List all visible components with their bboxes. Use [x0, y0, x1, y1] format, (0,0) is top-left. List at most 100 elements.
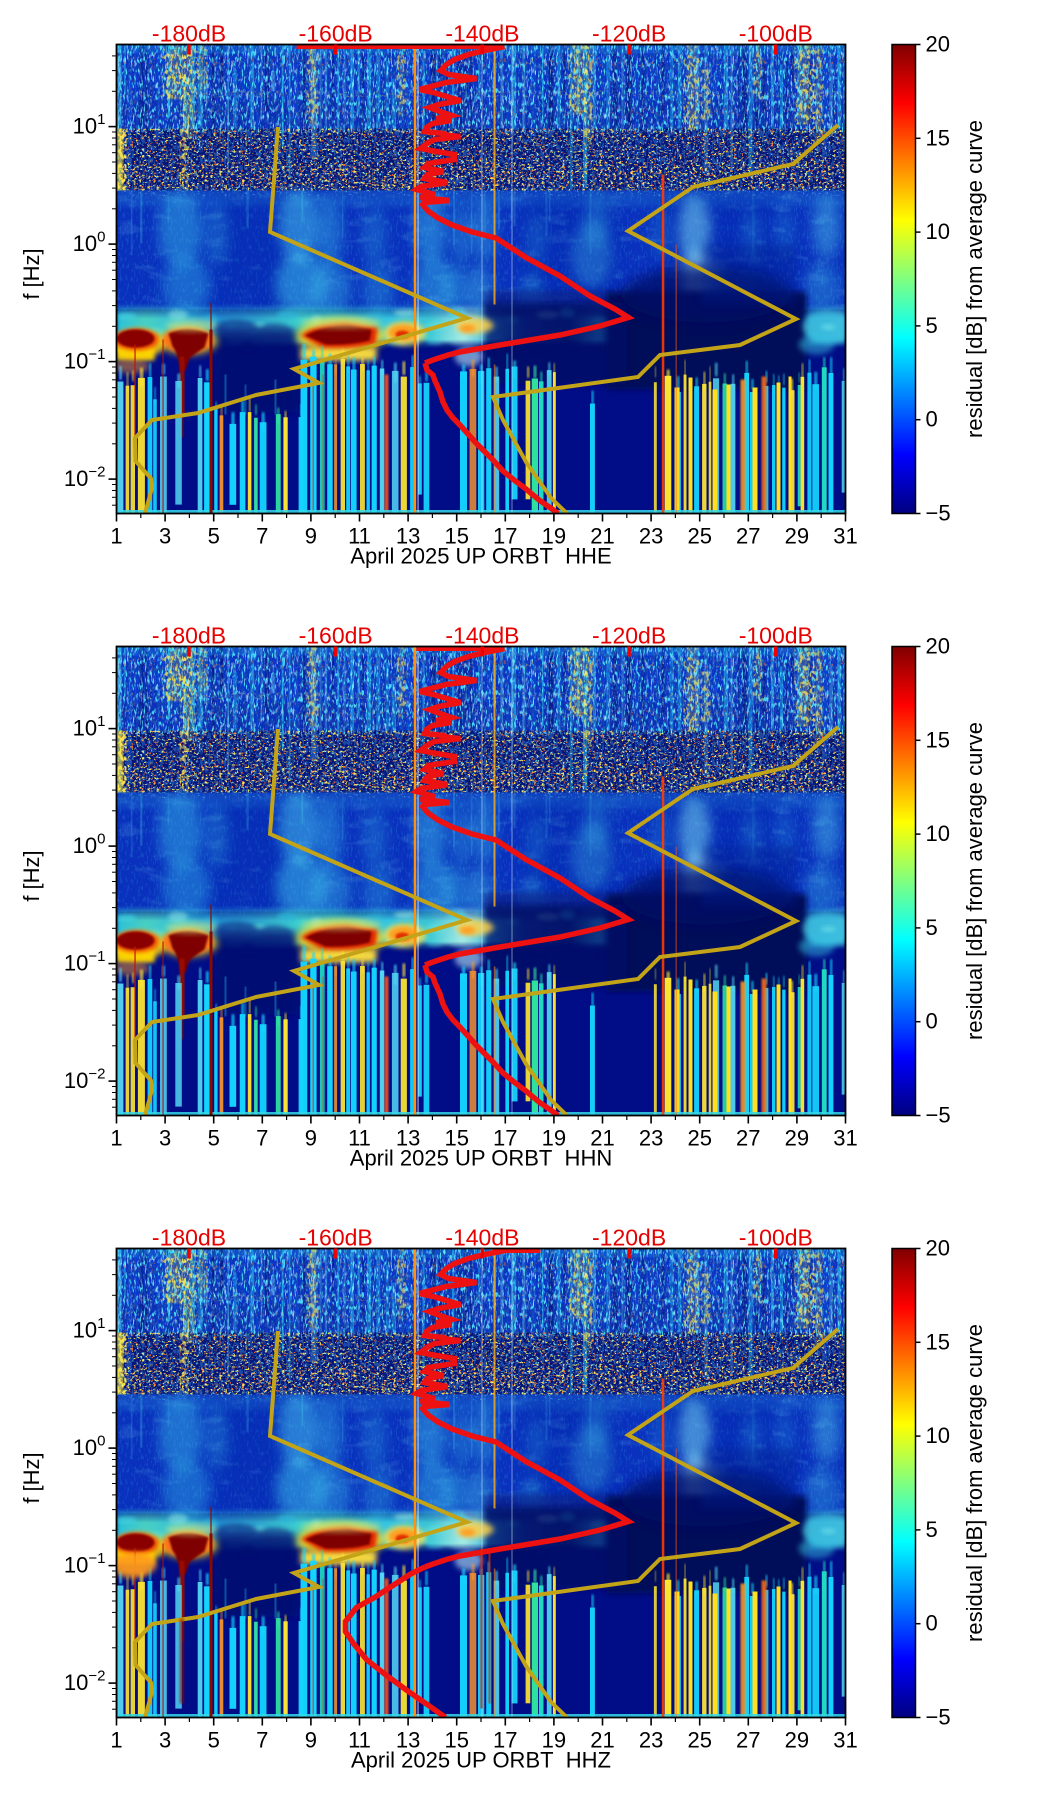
svg-text:9: 9	[305, 524, 317, 549]
svg-text:20: 20	[926, 634, 950, 659]
svg-text:f [Hz]: f [Hz]	[19, 850, 44, 901]
svg-text:7: 7	[256, 1126, 268, 1151]
svg-text:11: 11	[348, 524, 371, 549]
svg-text:20: 20	[926, 32, 950, 57]
svg-text:31: 31	[833, 524, 857, 549]
svg-text:5: 5	[208, 524, 220, 549]
svg-text:15: 15	[444, 1126, 468, 1151]
svg-text:5: 5	[926, 915, 938, 940]
svg-text:20: 20	[926, 1236, 950, 1261]
svg-text:1: 1	[110, 524, 122, 549]
svg-text:10: 10	[926, 219, 950, 244]
svg-text:-120dB: -120dB	[592, 622, 666, 648]
svg-text:10−1: 10−1	[64, 1550, 106, 1578]
svg-text:-120dB: -120dB	[592, 20, 666, 46]
svg-text:23: 23	[639, 1728, 663, 1753]
svg-text:29: 29	[785, 1126, 809, 1151]
svg-text:13: 13	[396, 1728, 420, 1753]
svg-text:17: 17	[493, 1126, 517, 1151]
svg-text:residual [dB] from average cur: residual [dB] from average curve	[962, 120, 987, 438]
svg-text:29: 29	[785, 524, 809, 549]
svg-text:0: 0	[926, 1009, 938, 1034]
svg-text:f [Hz]: f [Hz]	[19, 1452, 44, 1503]
svg-text:-100dB: -100dB	[739, 622, 813, 648]
svg-text:19: 19	[542, 524, 566, 549]
svg-text:-180dB: -180dB	[152, 622, 226, 648]
svg-text:-160dB: -160dB	[299, 1224, 373, 1250]
svg-text:25: 25	[687, 1728, 711, 1753]
svg-text:29: 29	[785, 1728, 809, 1753]
svg-text:7: 7	[256, 1728, 268, 1753]
svg-text:0: 0	[926, 407, 938, 432]
svg-text:10: 10	[926, 1423, 950, 1448]
svg-text:19: 19	[542, 1126, 566, 1151]
svg-text:5: 5	[208, 1728, 220, 1753]
svg-text:10−1: 10−1	[64, 948, 106, 976]
svg-text:15: 15	[926, 1329, 950, 1354]
svg-text:31: 31	[833, 1126, 857, 1151]
svg-text:10: 10	[926, 821, 950, 846]
svg-text:25: 25	[687, 524, 711, 549]
svg-text:residual [dB] from average cur: residual [dB] from average curve	[962, 722, 987, 1040]
svg-text:3: 3	[159, 1126, 171, 1151]
svg-text:residual [dB] from average cur: residual [dB] from average curve	[962, 1324, 987, 1642]
svg-text:101: 101	[73, 713, 106, 741]
svg-text:April 2025 UP ORBT HHN: April 2025 UP ORBT HHN	[350, 1146, 612, 1171]
svg-text:−5: −5	[926, 1103, 951, 1128]
svg-text:15: 15	[926, 727, 950, 752]
svg-text:7: 7	[256, 524, 268, 549]
svg-text:101: 101	[73, 111, 106, 139]
svg-text:3: 3	[159, 524, 171, 549]
svg-text:5: 5	[208, 1126, 220, 1151]
svg-text:11: 11	[348, 1126, 371, 1151]
svg-text:21: 21	[590, 524, 614, 549]
svg-text:25: 25	[687, 1126, 711, 1151]
svg-text:9: 9	[305, 1728, 317, 1753]
svg-text:23: 23	[639, 1126, 663, 1151]
svg-text:f [Hz]: f [Hz]	[19, 248, 44, 299]
svg-text:-180dB: -180dB	[152, 20, 226, 46]
svg-text:-140dB: -140dB	[445, 1224, 519, 1250]
svg-text:3: 3	[159, 1728, 171, 1753]
svg-text:10−2: 10−2	[64, 1066, 106, 1094]
svg-text:5: 5	[926, 1517, 938, 1542]
svg-text:27: 27	[736, 1126, 760, 1151]
svg-text:15: 15	[444, 524, 468, 549]
svg-text:27: 27	[736, 1728, 760, 1753]
svg-text:9: 9	[305, 1126, 317, 1151]
svg-text:5: 5	[926, 313, 938, 338]
svg-text:-160dB: -160dB	[299, 622, 373, 648]
svg-text:13: 13	[396, 1126, 420, 1151]
svg-text:100: 100	[73, 229, 106, 257]
svg-text:-180dB: -180dB	[152, 1224, 226, 1250]
svg-text:-140dB: -140dB	[445, 20, 519, 46]
svg-text:−5: −5	[926, 1705, 951, 1730]
svg-text:17: 17	[493, 1728, 517, 1753]
svg-text:-140dB: -140dB	[445, 622, 519, 648]
svg-text:19: 19	[542, 1728, 566, 1753]
svg-text:15: 15	[926, 125, 950, 150]
svg-text:-100dB: -100dB	[739, 1224, 813, 1250]
svg-text:13: 13	[396, 524, 420, 549]
svg-text:−5: −5	[926, 501, 951, 526]
svg-text:1: 1	[110, 1126, 122, 1151]
svg-text:31: 31	[833, 1728, 857, 1753]
svg-text:-120dB: -120dB	[592, 1224, 666, 1250]
svg-text:11: 11	[348, 1728, 371, 1753]
svg-text:0: 0	[926, 1611, 938, 1636]
svg-text:-100dB: -100dB	[739, 20, 813, 46]
svg-text:-160dB: -160dB	[299, 20, 373, 46]
svg-text:21: 21	[590, 1126, 614, 1151]
svg-text:April 2025 UP ORBT HHE: April 2025 UP ORBT HHE	[350, 544, 611, 569]
svg-text:100: 100	[73, 831, 106, 859]
svg-text:10−1: 10−1	[64, 346, 106, 374]
svg-text:100: 100	[73, 1433, 106, 1461]
svg-text:April 2025 UP ORBT HHZ: April 2025 UP ORBT HHZ	[351, 1748, 611, 1773]
svg-text:1: 1	[110, 1728, 122, 1753]
svg-text:17: 17	[493, 524, 517, 549]
svg-text:27: 27	[736, 524, 760, 549]
svg-text:21: 21	[590, 1728, 614, 1753]
svg-text:10−2: 10−2	[64, 464, 106, 492]
svg-text:10−2: 10−2	[64, 1668, 106, 1696]
svg-text:23: 23	[639, 524, 663, 549]
